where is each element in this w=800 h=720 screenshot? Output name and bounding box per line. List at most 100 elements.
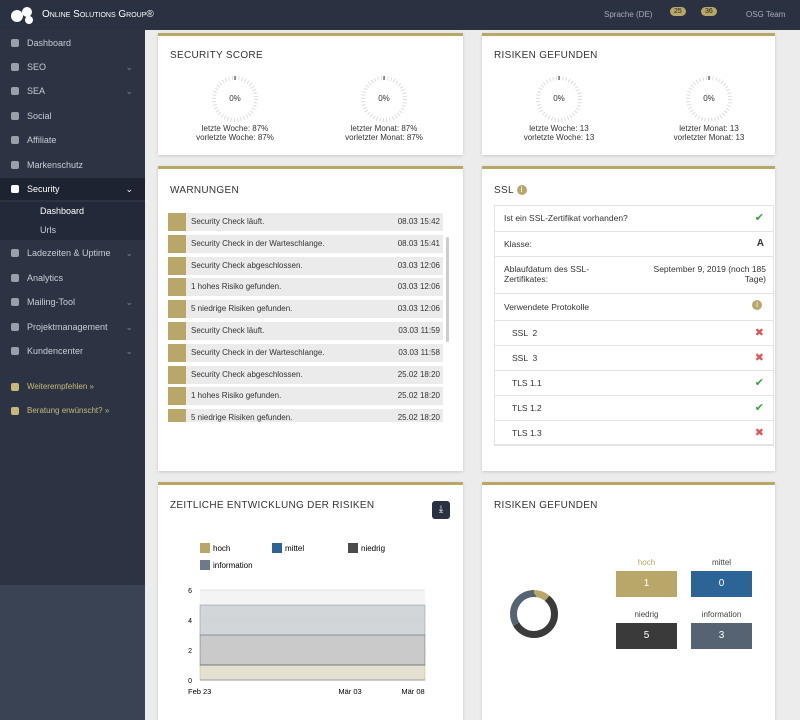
- risk-tile: 1: [616, 571, 677, 597]
- gauge-value: 0%: [229, 94, 241, 103]
- nav-item[interactable]: Mailing-Tool ⌄: [0, 291, 145, 313]
- ssl-row: Verwendete Protokolle i: [494, 293, 774, 321]
- protocol-status: ✔: [754, 402, 764, 414]
- nav-item[interactable]: SEO ⌄: [0, 56, 145, 78]
- nav-label: Mailing-Tool: [27, 297, 76, 307]
- nav-link[interactable]: Weiterempfehlen »: [0, 376, 145, 398]
- warning-text: 5 niedrige Risiken gefunden.: [191, 304, 293, 314]
- warning-time: 25.02 18:20: [397, 413, 440, 422]
- warning-row: 1 hohes Risiko gefunden. 25.02 18:20: [168, 387, 443, 406]
- warning-time: 03.03 11:58: [398, 347, 440, 357]
- tile-label: niedrig: [634, 610, 659, 619]
- protocol-row: SSL 3 ✖: [494, 345, 774, 371]
- panel-title: SECURITY SCORE: [170, 50, 263, 61]
- legend-swatch: [200, 543, 210, 553]
- warning-text: Security Check abgeschlossen.: [191, 260, 303, 270]
- nav-label: Ladezeiten & Uptime: [27, 248, 111, 258]
- gauge: 0% letzter Monat: 13 vorletzter Monat: 13: [649, 74, 769, 142]
- nav-item[interactable]: Affiliate: [0, 129, 145, 151]
- ssl-label: Ist ein SSL-Zertifikat vorhanden?: [504, 213, 628, 223]
- panel-title: ZEITLICHE ENTWICKLUNG DER RISIKEN: [170, 500, 375, 511]
- tile-label: hoch: [637, 558, 656, 567]
- nav-item[interactable]: SEA ⌄: [0, 80, 145, 102]
- nav-label: Beratung erwünscht? »: [27, 406, 110, 415]
- user-menu[interactable]: OSG Team: [746, 10, 786, 19]
- gauge-line: vorletzter Monat: 87%: [345, 133, 423, 142]
- nav-label: Dashboard: [40, 206, 85, 216]
- donut-segment: [510, 590, 558, 638]
- nav-label: Dashboard: [27, 38, 72, 48]
- panel-title: WARNUNGEN: [170, 185, 239, 196]
- warning-icon: [168, 300, 186, 319]
- x-tick-label: Mär 08: [401, 687, 424, 696]
- y-tick-label: 2: [188, 648, 192, 655]
- warning-text: 5 niedrige Risiken gefunden.: [191, 413, 293, 422]
- protocol-status: ✔: [754, 377, 764, 389]
- warning-time: 25.02 18:20: [397, 369, 440, 379]
- gauge-line: letzter Monat: 13: [679, 124, 739, 133]
- download-button[interactable]: ⤓: [432, 501, 450, 519]
- warning-time: 03.03 11:59: [398, 326, 440, 335]
- warning-list: Security Check läuft. 08.03 15:42 Security…: [168, 206, 443, 422]
- nav-item[interactable]: Projektmanagement ⌄: [0, 316, 145, 338]
- nav-item[interactable]: Markenschutz: [0, 154, 145, 176]
- warning-row: Security Check in der Warteschlange. 03.0…: [168, 343, 443, 362]
- badge[interactable]: 36: [701, 7, 717, 16]
- nav-label: Markenschutz: [27, 160, 84, 170]
- nav-item[interactable]: Kundencenter ⌄: [0, 340, 145, 362]
- nav-subitem[interactable]: Dashboard: [0, 202, 145, 221]
- gauge-line: vorletzter Monat: 13: [673, 133, 745, 142]
- nav-item[interactable]: Dashboard: [0, 32, 145, 54]
- warning-time: 08.03 15:41: [397, 238, 440, 248]
- nav-item[interactable]: Social: [0, 105, 145, 127]
- y-tick-label: 6: [188, 588, 192, 595]
- warning-icon: [168, 322, 186, 340]
- protocol-name: SSL 2: [512, 328, 538, 338]
- nav-label: SEO: [27, 62, 47, 72]
- legend-label: information: [213, 561, 253, 570]
- warning-text: Security Check läuft.: [191, 326, 265, 335]
- warning-time: 03.03 12:06: [397, 260, 440, 270]
- nav-item-active[interactable]: Security ⌄: [0, 178, 145, 200]
- warning-time: 25.02 18:20: [397, 391, 440, 401]
- legend-label: hoch: [213, 544, 230, 553]
- protocol-row: TLS 1.3 ✖: [494, 420, 774, 446]
- nav-label: Security: [27, 184, 60, 194]
- risk-tile: 0: [691, 571, 752, 597]
- ssl-label: Ablaufdatum des SSL-Zertifikates:: [504, 264, 590, 284]
- badge[interactable]: 25: [670, 7, 686, 16]
- gauge-line: letzte Woche: 87%: [201, 124, 269, 133]
- nav-label: Kundencenter: [27, 346, 84, 356]
- scrollbar[interactable]: [446, 237, 449, 342]
- x-tick-label: Feb 23: [188, 687, 211, 696]
- warning-icon: [168, 343, 186, 362]
- gauge: 0% letzte Woche: 13 vorletzte Woche: 13: [499, 74, 619, 142]
- nav-link[interactable]: Beratung erwünscht? »: [0, 400, 145, 422]
- gauge: 0% letzte Woche: 87% vorletzte Woche: 87%: [175, 74, 295, 142]
- warning-text: Security Check in der Warteschlange.: [191, 347, 325, 357]
- nav-item[interactable]: Analytics: [0, 267, 145, 289]
- warning-icon: [168, 365, 186, 384]
- nav-item[interactable]: Ladezeiten & Uptime ⌄: [0, 242, 145, 264]
- gauge-value: 0%: [703, 94, 715, 103]
- plot-area: [200, 590, 425, 680]
- legend-label: niedrig: [361, 544, 385, 553]
- warning-row: Security Check läuft. 08.03 15:42: [168, 213, 443, 231]
- tile-label: mittel: [711, 558, 732, 567]
- protocol-row: SSL 2 ✖: [494, 320, 774, 346]
- panel-title: RISIKEN GEFUNDEN: [494, 500, 598, 511]
- language[interactable]: Sprache (DE): [604, 10, 653, 19]
- nav-label: Social: [27, 111, 52, 121]
- nav-label: Weiterempfehlen »: [27, 382, 94, 391]
- nav-subitem[interactable]: Urls: [0, 221, 145, 240]
- legend-swatch: [200, 560, 210, 570]
- gauge-line: vorletzte Woche: 13: [523, 133, 595, 142]
- ssl-row: Ist ein SSL-Zertifikat vorhanden? ✔: [494, 205, 774, 232]
- brand[interactable]: Online Solutions Group®: [42, 9, 154, 20]
- warning-time: 03.03 12:06: [397, 304, 440, 314]
- ssl-row: Klasse: A: [494, 231, 774, 257]
- nav-label: Urls: [40, 225, 56, 235]
- protocol-name: SSL 3: [512, 353, 538, 363]
